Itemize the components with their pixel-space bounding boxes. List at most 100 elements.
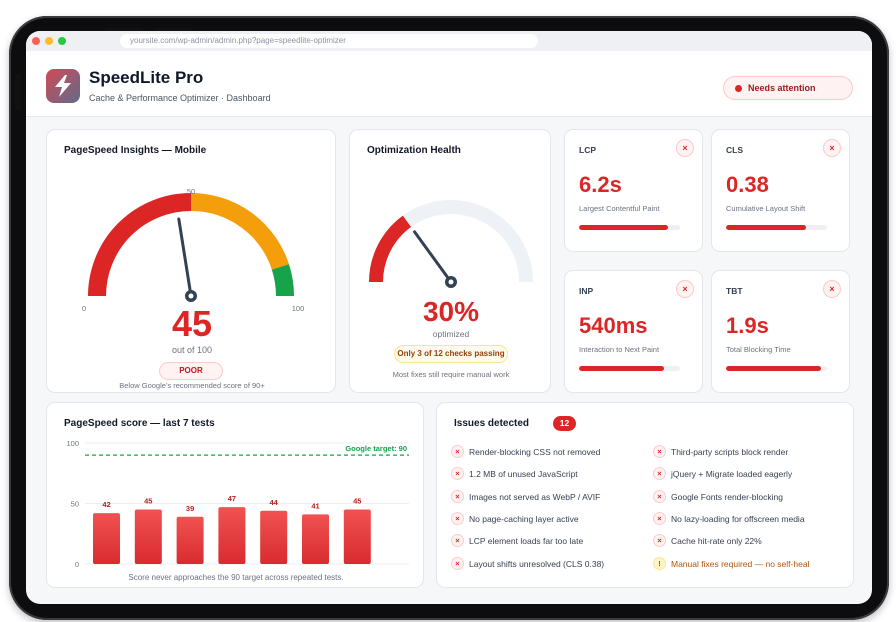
issue-text: Manual fixes required — no self-heal xyxy=(671,558,810,569)
issue-text: Render-blocking CSS not removed xyxy=(469,447,601,457)
app-header: SpeedLite Pro Cache & Performance Optimi… xyxy=(26,51,872,117)
pagespeed-gauge-card: PageSpeed Insights — Mobile 0 50 100 45 … xyxy=(46,129,336,393)
chart-bar xyxy=(343,509,371,564)
metric-value: 1.9s xyxy=(726,313,769,338)
pagespeed-gauge: 0 50 100 xyxy=(82,187,305,313)
health-gauge xyxy=(369,200,533,288)
checks-badge: Only 3 of 12 checks passing xyxy=(394,345,508,363)
health-gauge-track xyxy=(369,200,533,283)
score-history-chart: 0 50 100 Google target: 90 42 45 39 47 44 41 45 xyxy=(66,439,409,569)
score-history-card: PageSpeed score — last 7 tests 0 50 100 Goo… xyxy=(46,402,424,588)
issues-count-badge: 12 xyxy=(553,416,576,431)
gauge-card-title: PageSpeed Insights — Mobile xyxy=(64,145,207,156)
issue-item[interactable]: × Third-party scripts block render xyxy=(653,445,788,459)
metric-value: 6.2s xyxy=(579,172,622,197)
issue-item[interactable]: × Layout shifts unresolved (CLS 0.38) xyxy=(451,556,605,571)
issue-item[interactable]: × jQuery + Migrate loaded eagerly xyxy=(653,467,792,481)
gauge-red-segment xyxy=(88,193,192,297)
metric-card-cls[interactable]: CLS × 0.38 Cumulative Layout Shift xyxy=(711,129,850,252)
score-out-of: out of 100 xyxy=(171,345,213,355)
close-icon: × xyxy=(451,489,464,503)
chart-data-label: 45 xyxy=(353,497,361,506)
window-close-dot[interactable] xyxy=(32,37,40,45)
close-icon: × xyxy=(823,139,841,157)
issue-item[interactable]: × Images not served as WebP / AVIF xyxy=(451,489,600,504)
metric-card-lcp[interactable]: LCP × 6.2s Largest Contentful Paint xyxy=(564,129,703,252)
issue-item[interactable]: × 1.2 MB of unused JavaScript xyxy=(451,467,578,481)
health-gauge-fill xyxy=(369,215,412,283)
chart-data-label: 42 xyxy=(102,500,110,509)
issue-text: Layout shifts unresolved (CLS 0.38) xyxy=(469,558,605,569)
issue-item[interactable]: × Google Fonts render-blocking xyxy=(653,489,783,504)
gauge-mid-label: 50 xyxy=(187,187,195,196)
chart-bar xyxy=(134,509,162,564)
issue-item[interactable]: × Cache hit-rate only 22% xyxy=(653,534,762,548)
metric-card-tbt[interactable]: TBT × 1.9s Total Blocking Time xyxy=(711,270,850,393)
issue-item[interactable]: × LCP element loads far too late xyxy=(451,534,583,548)
gauge-min-label: 0 xyxy=(82,304,86,313)
window-minimize-dot[interactable] xyxy=(45,37,53,45)
issue-text: LCP element loads far too late xyxy=(469,536,584,547)
status-badge[interactable]: Needs attention xyxy=(723,76,853,100)
close-icon: × xyxy=(653,511,666,525)
gauge-note: Below Google's recommended score of 90+ xyxy=(119,381,265,390)
metric-progress-fill xyxy=(726,366,821,371)
close-icon: × xyxy=(451,534,464,548)
metric-value: 540ms xyxy=(579,313,648,338)
metric-progress-fill xyxy=(579,225,668,230)
issue-text: No page-caching layer active xyxy=(469,513,579,524)
close-icon: × xyxy=(451,556,464,570)
close-icon: × xyxy=(451,467,464,481)
window-maximize-dot[interactable] xyxy=(58,37,66,45)
url-bar[interactable]: yoursite.com/wp-admin/admin.php?page=spe… xyxy=(120,34,538,48)
browser-bar: yoursite.com/wp-admin/admin.php?page=spe… xyxy=(26,31,872,51)
health-gauge-hub-center xyxy=(448,279,454,285)
metric-description: Total Blocking Time xyxy=(726,345,791,354)
issues-card: Issues detected 12 × Render-blocking CSS … xyxy=(436,402,854,588)
score-history-caption: Score never approaches the 90 target acr… xyxy=(128,573,344,582)
gauge-max-label: 100 xyxy=(292,304,305,313)
metric-card-inp[interactable]: INP × 540ms Interaction to Next Paint xyxy=(564,270,703,393)
issue-item[interactable]: × No lazy-loading for offscreen media xyxy=(653,511,805,526)
issue-item[interactable]: ! Manual fixes required — no self-heal xyxy=(653,556,810,571)
score-history-title: PageSpeed score — last 7 tests xyxy=(64,418,215,429)
power-button xyxy=(15,74,21,110)
chart-y-tick-label: 0 xyxy=(75,560,79,569)
gauge-green-segment xyxy=(271,264,294,297)
optimization-health-card: Optimization Health 30% optimized Only 3… xyxy=(349,129,551,393)
chart-bar xyxy=(176,516,204,564)
chart-bar xyxy=(260,510,288,564)
chart-y-tick-label: 50 xyxy=(71,500,79,509)
chart-y-tick-label: 100 xyxy=(66,439,79,448)
chart-data-label: 39 xyxy=(186,504,194,513)
close-icon: × xyxy=(653,534,666,548)
metric-label: LCP xyxy=(579,145,596,155)
close-icon: × xyxy=(451,511,464,525)
metric-label: TBT xyxy=(726,286,743,296)
gauge-hub-center xyxy=(188,293,194,299)
chart-data-label: 41 xyxy=(311,501,319,510)
close-icon: × xyxy=(451,445,464,458)
metric-value: 0.38 xyxy=(726,172,769,197)
pagespeed-score: 45 xyxy=(171,303,213,344)
screen: yoursite.com/wp-admin/admin.php?page=spe… xyxy=(26,31,872,604)
metric-description: Cumulative Layout Shift xyxy=(726,204,806,213)
chart-data-label: 44 xyxy=(270,498,279,507)
metric-description: Largest Contentful Paint xyxy=(579,204,660,213)
issue-text: No lazy-loading for offscreen media xyxy=(671,513,805,524)
metric-label: INP xyxy=(579,286,594,296)
issue-text: Third-party scripts block render xyxy=(671,447,789,457)
metric-progress-track xyxy=(579,225,680,230)
metric-progress-track xyxy=(726,225,827,230)
close-icon: × xyxy=(653,467,666,481)
issue-item[interactable]: × Render-blocking CSS not removed xyxy=(451,445,600,459)
issue-item[interactable]: × No page-caching layer active xyxy=(451,511,579,526)
lightning-bolt-icon xyxy=(46,69,80,103)
gauge-needle xyxy=(177,217,193,298)
close-icon: × xyxy=(653,489,666,503)
status-label: Needs attention xyxy=(748,83,816,93)
metric-progress-fill xyxy=(726,225,806,230)
health-sublabel: optimized xyxy=(432,329,470,339)
close-icon: × xyxy=(653,445,666,458)
issue-text: Cache hit-rate only 22% xyxy=(671,536,762,547)
